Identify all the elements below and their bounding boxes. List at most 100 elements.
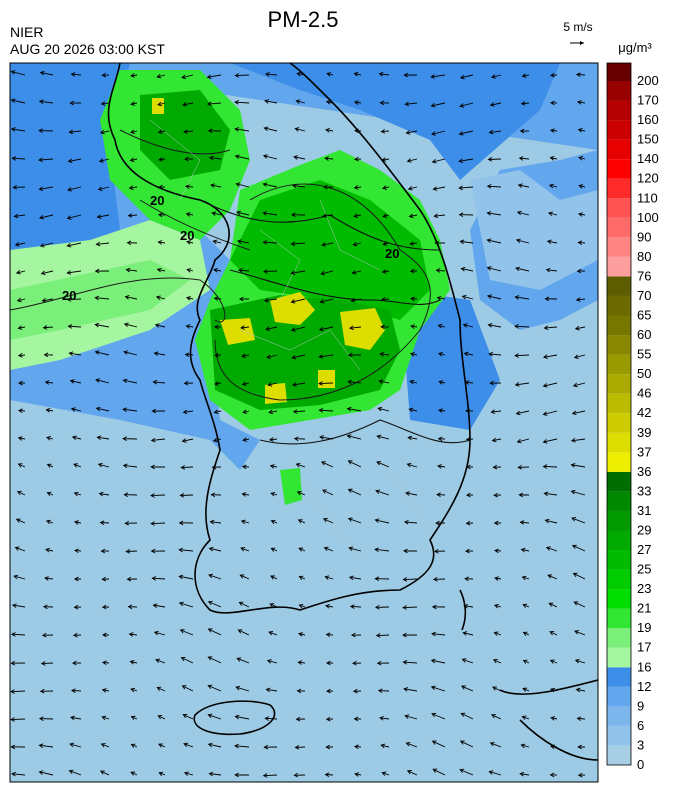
- wind-arrow: [374, 576, 390, 582]
- colorbar-label: 37: [637, 444, 651, 459]
- wind-arrow: [516, 210, 530, 216]
- wind-arrow: [353, 744, 362, 750]
- wind-arrow: [379, 100, 390, 106]
- wind-arrow: [18, 380, 26, 386]
- wind-arrow: [543, 325, 558, 331]
- wind-arrow: [576, 100, 586, 105]
- wind-arrow: [550, 716, 558, 721]
- wind-arrow: [490, 409, 502, 415]
- wind-arrow: [542, 438, 558, 444]
- wind-arrow: [573, 354, 586, 359]
- wind-arrow: [486, 294, 502, 300]
- colorbar-segment: [607, 550, 631, 570]
- wind-arrow: [518, 156, 530, 161]
- wind-arrow: [322, 518, 334, 524]
- wind-arrow: [38, 99, 54, 105]
- wind-arrow: [185, 324, 194, 329]
- wind-arrow: [270, 547, 278, 552]
- wind-arrow: [270, 519, 278, 525]
- wind-arrow: [125, 267, 138, 273]
- wind-arrow: [101, 72, 110, 78]
- colorbar-label: 39: [637, 425, 651, 440]
- wind-arrow: [402, 577, 418, 582]
- wind-arrow: [68, 351, 82, 356]
- wind-arrow: [519, 128, 530, 134]
- wind-arrow: [263, 744, 278, 750]
- wind-arrow: [12, 185, 26, 190]
- wind-arrow: [183, 742, 194, 748]
- wind-arrow: [100, 548, 110, 554]
- wind-arrow: [436, 295, 446, 301]
- wind-arrow: [212, 437, 222, 443]
- wind-arrow: [234, 743, 250, 749]
- wind-arrow: [518, 492, 530, 498]
- wind-scale-arrow: [570, 41, 584, 45]
- wind-arrow: [268, 631, 278, 636]
- wind-arrow: [325, 128, 334, 133]
- wind-arrow: [128, 632, 138, 637]
- wind-arrow: [462, 323, 474, 328]
- wind-arrow: [214, 352, 222, 358]
- wind-arrow: [11, 771, 26, 777]
- wind-arrow: [152, 379, 166, 385]
- wind-arrow: [130, 129, 138, 134]
- wind-arrow: [409, 379, 418, 385]
- wind-arrow: [407, 435, 418, 441]
- colorbar-segment: [607, 139, 631, 160]
- wind-arrow: [295, 99, 306, 104]
- wind-arrow: [207, 628, 222, 636]
- wind-arrow: [575, 297, 586, 302]
- wind-arrow: [571, 517, 586, 524]
- colorbar-label: 55: [637, 347, 651, 362]
- colorbar-segment: [607, 159, 631, 179]
- wind-arrow: [66, 270, 82, 275]
- wind-arrow: [67, 158, 82, 164]
- wind-arrow: [575, 687, 586, 693]
- wind-arrow: [326, 72, 334, 77]
- moderate-area: [230, 180, 430, 320]
- wind-arrow: [242, 437, 250, 442]
- wind-arrow: [522, 687, 530, 692]
- wind-arrow: [99, 770, 110, 776]
- wind-arrow: [489, 741, 502, 748]
- wind-arrow: [13, 213, 26, 219]
- wind-arrow: [519, 771, 530, 777]
- wind-arrow: [262, 773, 278, 778]
- wind-arrow: [124, 295, 138, 300]
- wind-arrow: [492, 686, 502, 692]
- wind-arrow: [266, 354, 278, 359]
- wind-arrow: [376, 461, 390, 468]
- wind-arrow: [460, 712, 474, 720]
- colorbar-segment: [607, 510, 631, 531]
- wind-arrow: [291, 212, 306, 218]
- wind-arrow: [236, 210, 250, 216]
- colorbar-label: 200: [637, 73, 659, 88]
- colorbar-label: 21: [637, 601, 651, 616]
- wind-arrow: [320, 461, 334, 468]
- wind-arrow: [486, 211, 502, 216]
- wind-arrow: [350, 632, 362, 638]
- wind-arrow: [290, 270, 306, 276]
- wind-arrow: [179, 629, 194, 636]
- wind-arrow: [491, 714, 502, 720]
- wind-arrow: [234, 714, 250, 720]
- wind-arrow: [434, 549, 446, 554]
- wind-arrow: [207, 684, 222, 692]
- wind-arrow: [13, 574, 26, 580]
- wind-arrow: [514, 353, 530, 358]
- datetime-label: AUG 20 2026 03:00 KST: [10, 41, 165, 57]
- wind-arrow: [262, 240, 278, 245]
- wind-arrow: [213, 296, 222, 301]
- colorbar-segment: [607, 63, 631, 81]
- wind-arrow: [98, 491, 110, 497]
- wind-arrow: [296, 491, 306, 496]
- wind-arrow: [375, 489, 390, 496]
- wind-arrow: [74, 548, 82, 554]
- wind-arrow: [153, 351, 166, 356]
- wind-arrow: [158, 184, 166, 190]
- wind-arrow: [380, 129, 390, 134]
- wind-arrow: [43, 352, 54, 358]
- colorbar-segment: [607, 276, 631, 296]
- wind-arrow: [319, 298, 334, 304]
- wind-arrow: [570, 489, 586, 496]
